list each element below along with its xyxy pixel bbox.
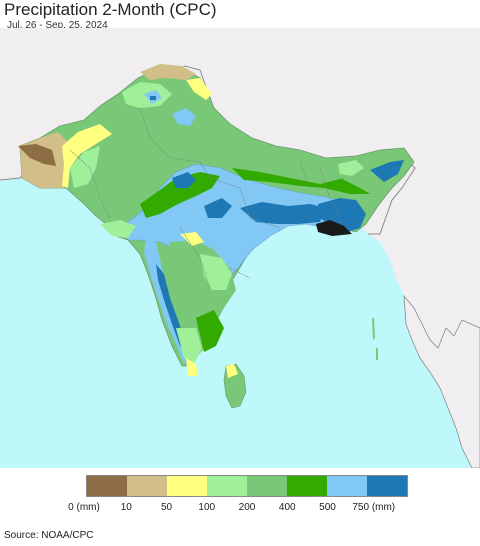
legend-swatch bbox=[207, 476, 247, 496]
zone-east-green-dark bbox=[232, 168, 380, 194]
zone-north-blue-2 bbox=[172, 108, 196, 126]
legend-swatch bbox=[247, 476, 287, 496]
legend-swatch bbox=[167, 476, 207, 496]
source-credit: Source: NOAA/CPC bbox=[4, 530, 94, 541]
legend-label: 750 (mm) bbox=[352, 502, 396, 513]
legend-label: 200 bbox=[238, 502, 256, 513]
zone-central-dark-blue-1 bbox=[172, 172, 196, 188]
zone-lightgreen-west bbox=[70, 146, 100, 188]
zone-north-yellow bbox=[186, 78, 212, 100]
zone-southeast-green bbox=[196, 310, 224, 352]
zone-deccan-lightgreen bbox=[200, 254, 232, 290]
zone-westcoast-dark bbox=[156, 264, 186, 346]
legend-label: 50 bbox=[160, 502, 173, 513]
zone-gujarat-green bbox=[100, 220, 136, 238]
legend-label: 100 bbox=[198, 502, 216, 513]
zone-delta-black bbox=[316, 220, 352, 236]
zone-northeast-lightgreen bbox=[338, 160, 364, 176]
zone-north-dark bbox=[150, 96, 156, 100]
legend-swatch bbox=[127, 476, 167, 496]
zone-south-tip-yellow bbox=[186, 358, 198, 376]
southeast-asia-coast bbox=[403, 294, 480, 468]
zone-yellow-west bbox=[62, 124, 112, 188]
andaman-islands bbox=[372, 318, 378, 360]
precipitation-map bbox=[0, 28, 480, 468]
zone-north-tan bbox=[140, 64, 196, 80]
legend-swatch bbox=[287, 476, 327, 496]
legend-swatch bbox=[367, 476, 407, 496]
legend-label: 500 bbox=[319, 502, 336, 513]
zone-deccan-yellow bbox=[180, 232, 204, 246]
map-subtitle: Jul. 26 - Sep. 25, 2024 bbox=[7, 20, 108, 31]
map-title: Precipitation 2-Month (CPC) bbox=[4, 0, 217, 19]
sri-lanka-yellow bbox=[226, 364, 238, 378]
legend-swatch bbox=[327, 476, 367, 496]
zone-south-lightgreen bbox=[176, 328, 202, 364]
legend-swatch bbox=[87, 476, 127, 496]
legend-label: 0 (mm) bbox=[68, 502, 100, 513]
legend-labels: 0 (mm) 10 50 100 200 400 500 750 (mm) bbox=[0, 502, 480, 516]
legend-label: 10 bbox=[120, 502, 132, 513]
legend-label: 400 bbox=[278, 502, 296, 513]
land-outside-region bbox=[0, 28, 480, 348]
internal-borders bbox=[69, 107, 341, 289]
color-legend bbox=[86, 475, 408, 497]
zone-central-dark-blue-3 bbox=[240, 202, 326, 224]
zone-central-dark-blue-2 bbox=[204, 198, 232, 218]
zone-central-green-dark bbox=[140, 172, 220, 218]
zone-northeast-blue bbox=[370, 160, 404, 182]
zone-dry-west bbox=[18, 144, 56, 166]
